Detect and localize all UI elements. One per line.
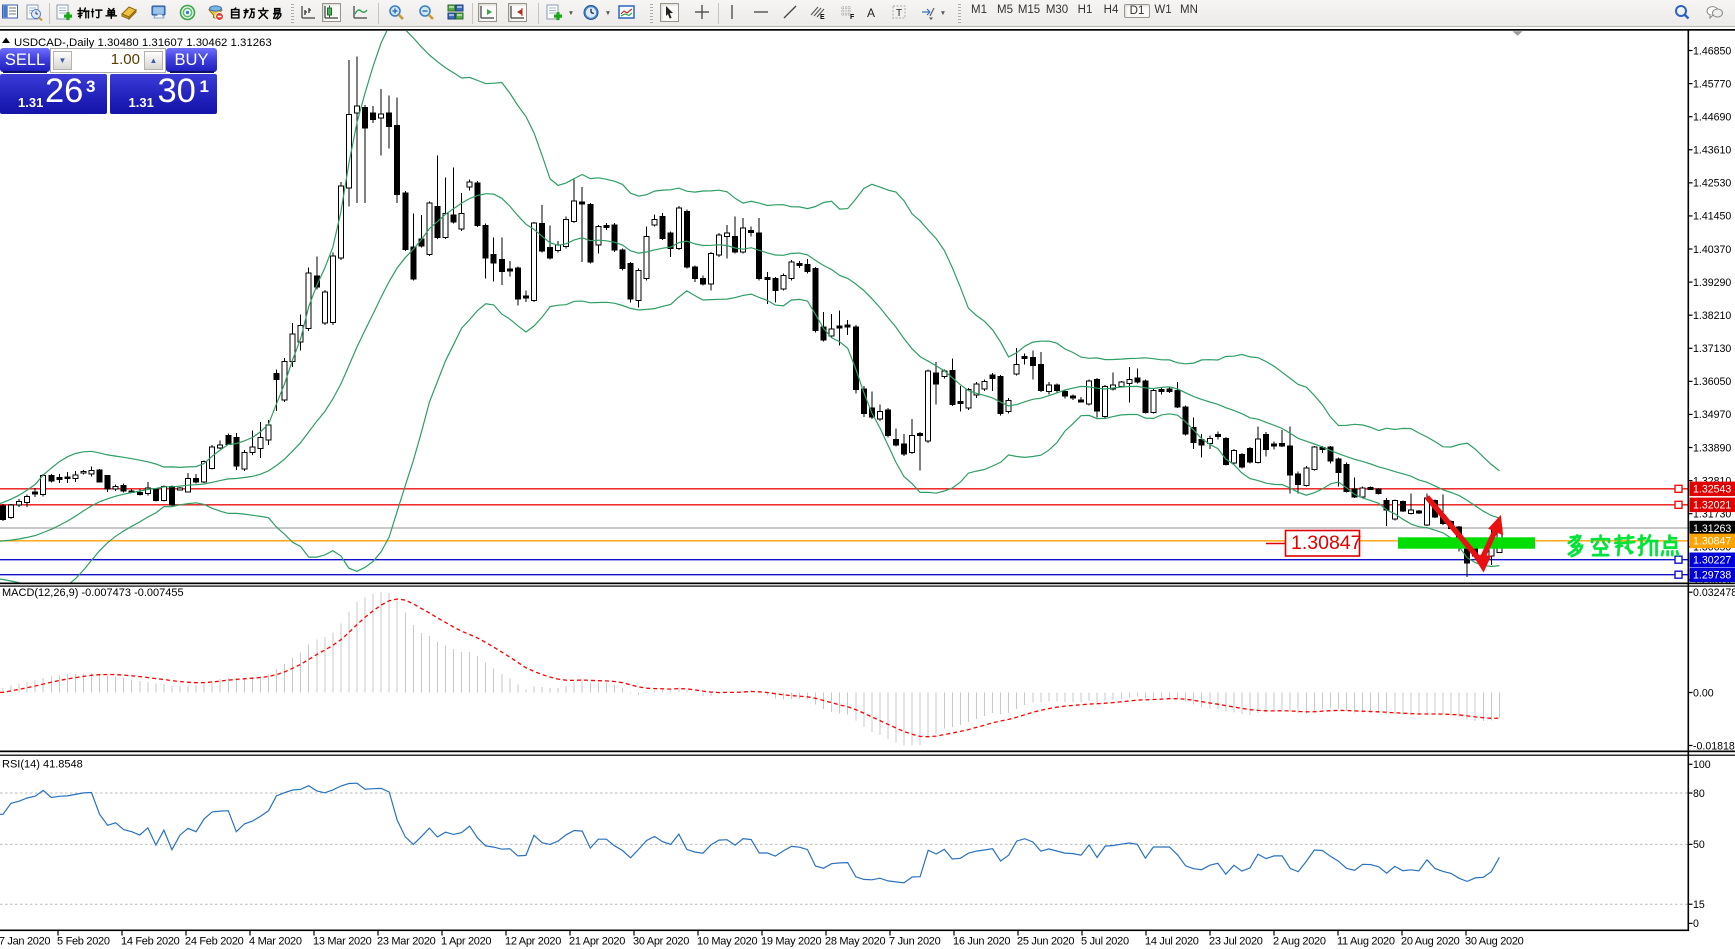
svg-text:E: E	[820, 14, 825, 21]
svg-text:30 Aug 2020: 30 Aug 2020	[1465, 936, 1524, 948]
svg-text:1.30847: 1.30847	[1693, 536, 1731, 548]
svg-text:100: 100	[1693, 759, 1711, 771]
svg-text:RSI(14) 41.8548: RSI(14) 41.8548	[2, 759, 83, 771]
svg-text:23 Jul 2020: 23 Jul 2020	[1209, 936, 1263, 948]
svg-text:USDCAD-,Daily 1.30480 1.31607: USDCAD-,Daily 1.30480 1.31607 1.30462 1.…	[14, 37, 272, 49]
svg-text:1.39290: 1.39290	[1693, 277, 1731, 289]
svg-text:2 Aug 2020: 2 Aug 2020	[1273, 936, 1326, 948]
svg-text:1.42530: 1.42530	[1693, 178, 1731, 190]
svg-text:0.032478: 0.032478	[1693, 587, 1735, 599]
svg-text:1.37130: 1.37130	[1693, 343, 1731, 355]
svg-text:24 Feb 2020: 24 Feb 2020	[185, 936, 244, 948]
svg-text:1.31263: 1.31263	[1693, 523, 1731, 535]
svg-text:27 Jan 2020: 27 Jan 2020	[0, 936, 50, 948]
svg-text:1.33890: 1.33890	[1693, 442, 1731, 454]
svg-text:1.32021: 1.32021	[1693, 500, 1731, 512]
svg-text:0.00: 0.00	[1693, 687, 1714, 699]
svg-text:5 Feb 2020: 5 Feb 2020	[57, 936, 110, 948]
svg-text:1.44690: 1.44690	[1693, 111, 1731, 123]
svg-text:12 Apr 2020: 12 Apr 2020	[505, 936, 561, 948]
svg-text:20 Aug 2020: 20 Aug 2020	[1401, 936, 1460, 948]
svg-text:1.29738: 1.29738	[1693, 570, 1731, 582]
svg-text:21 Apr 2020: 21 Apr 2020	[569, 936, 625, 948]
svg-text:-0.018182: -0.018182	[1693, 740, 1735, 752]
svg-text:50: 50	[1693, 839, 1705, 851]
svg-text:0: 0	[1693, 918, 1699, 930]
svg-text:11 Aug 2020: 11 Aug 2020	[1337, 936, 1395, 948]
svg-text:30 Apr 2020: 30 Apr 2020	[633, 936, 689, 948]
svg-text:14 Jul 2020: 14 Jul 2020	[1145, 936, 1199, 948]
svg-text:1.36050: 1.36050	[1693, 376, 1731, 388]
svg-text:15: 15	[1693, 899, 1705, 911]
svg-text:4 Mar 2020: 4 Mar 2020	[249, 936, 302, 948]
svg-text:28 May 2020: 28 May 2020	[825, 936, 885, 948]
svg-text:1.32543: 1.32543	[1693, 484, 1731, 496]
svg-text:1.43610: 1.43610	[1693, 145, 1731, 157]
svg-text:MACD(12,26,9) -0.007473 -0.007: MACD(12,26,9) -0.007473 -0.007455	[2, 587, 184, 599]
svg-text:1.45770: 1.45770	[1693, 78, 1731, 90]
svg-text:1.40370: 1.40370	[1693, 244, 1731, 256]
svg-text:23 Mar 2020: 23 Mar 2020	[377, 936, 436, 948]
svg-text:1.38210: 1.38210	[1693, 310, 1731, 322]
svg-text:7 Jun 2020: 7 Jun 2020	[889, 936, 941, 948]
svg-text:80: 80	[1693, 788, 1705, 800]
svg-text:16 Jun 2020: 16 Jun 2020	[953, 936, 1010, 948]
svg-text:T: T	[896, 8, 902, 19]
svg-text:F: F	[850, 14, 855, 21]
svg-text:1.46850: 1.46850	[1693, 45, 1731, 57]
svg-text:1.41450: 1.41450	[1693, 211, 1731, 223]
svg-text:1.34970: 1.34970	[1693, 409, 1731, 421]
svg-text:5 Jul 2020: 5 Jul 2020	[1081, 936, 1129, 948]
svg-text:10 May 2020: 10 May 2020	[697, 936, 757, 948]
svg-text:25 Jun 2020: 25 Jun 2020	[1017, 936, 1074, 948]
svg-text:13 Mar 2020: 13 Mar 2020	[313, 936, 372, 948]
svg-text:14 Feb 2020: 14 Feb 2020	[121, 936, 180, 948]
svg-text:19 May 2020: 19 May 2020	[761, 936, 821, 948]
svg-text:1.30847: 1.30847	[1291, 532, 1362, 554]
svg-text:1.30227: 1.30227	[1693, 555, 1731, 567]
svg-text:1 Apr 2020: 1 Apr 2020	[441, 936, 491, 948]
